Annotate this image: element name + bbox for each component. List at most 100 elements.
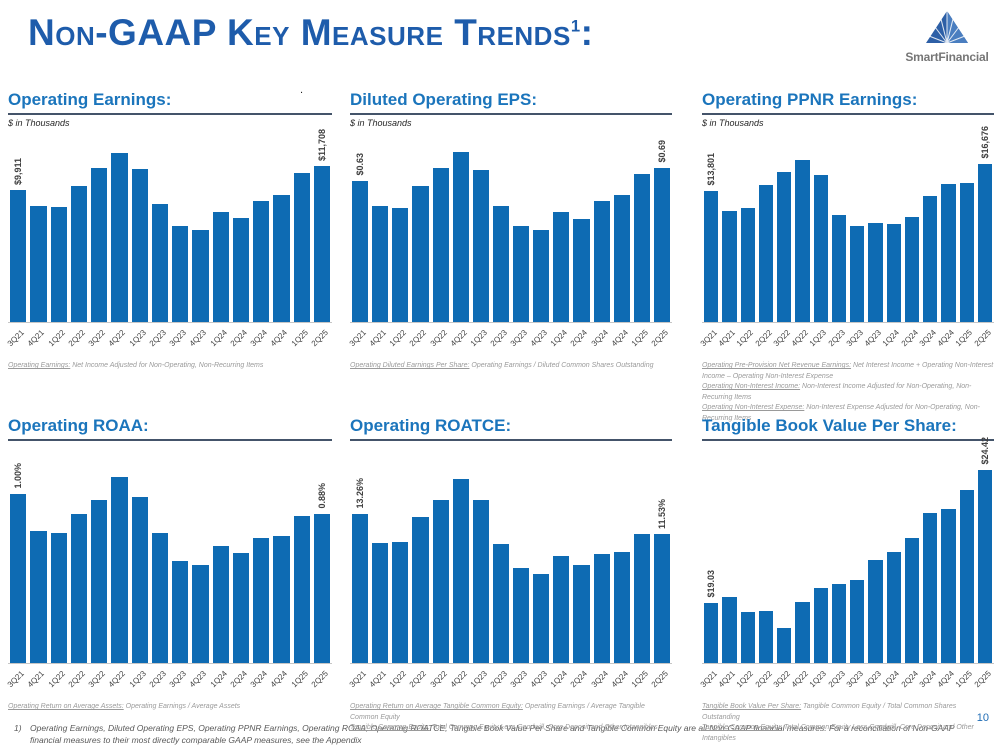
- x-axis-label: 2Q23: [147, 328, 168, 349]
- x-axis-label: 4Q23: [188, 669, 209, 690]
- bar-value-label: $0.63: [355, 153, 366, 176]
- bar: [472, 500, 489, 663]
- x-axis-label: 1Q23: [808, 669, 829, 690]
- x-tick: 1Q23: [808, 666, 828, 700]
- x-tick: 1Q25: [289, 325, 310, 359]
- page-number: 10: [976, 712, 989, 724]
- footnote-body: Operating Earnings / Diluted Common Shar…: [469, 362, 654, 369]
- bar: [111, 477, 128, 663]
- x-tick: 2Q24: [569, 325, 589, 359]
- x-axis-label: 4Q23: [528, 328, 550, 349]
- footnote-body: Non-Interest Income Adjusted for Non-Ope…: [702, 383, 972, 401]
- x-axis-label: 4Q22: [789, 669, 811, 690]
- x-axis-label: 3Q21: [698, 328, 719, 349]
- bar: [151, 533, 168, 663]
- bar: [192, 565, 209, 663]
- x-axis-labels: 3Q21 4Q21 1Q22 2Q22 3Q22 4Q22 1Q23 2Q23 3Q23 4Q23…: [699, 666, 994, 700]
- bar: [432, 500, 449, 663]
- chart-footnote: Operating Diluted Earnings Per Share: Op…: [350, 361, 672, 372]
- x-axis-label: 3Q24: [248, 669, 270, 690]
- bar-slot: 1.00%: [10, 453, 27, 663]
- bar-slot: [253, 453, 270, 663]
- bar-slot: [172, 453, 189, 663]
- x-axis-label: 1Q24: [208, 669, 229, 690]
- bar: [795, 160, 810, 322]
- chart-footnote: Operating Non-Interest Income: Non-Inter…: [702, 382, 994, 403]
- bar-slot: [831, 453, 846, 663]
- bar-slot: $24.42: [977, 437, 992, 663]
- bar-slot: [70, 132, 87, 322]
- bar-value-label: $19.03: [706, 570, 717, 598]
- bar-slot: [472, 132, 489, 322]
- x-axis-label: 3Q23: [508, 328, 530, 349]
- bar: [70, 186, 87, 322]
- bar: [633, 534, 650, 663]
- bar: [904, 217, 919, 322]
- bar: [977, 470, 992, 663]
- bar-slot: [91, 132, 108, 322]
- chart-footnote: Operating Non-Interest Expense: Non-Inte…: [702, 403, 994, 424]
- footnote-lead: Operating Return on Average Tangible Com…: [350, 703, 523, 710]
- bar: [492, 544, 509, 663]
- bar: [959, 183, 974, 322]
- x-axis-label: 3Q22: [428, 669, 449, 690]
- footnote-body: Operating Earnings / Average Assets: [123, 703, 241, 710]
- x-tick: 3Q24: [249, 325, 269, 359]
- x-axis-label: 4Q24: [609, 669, 630, 690]
- bar: [813, 588, 828, 663]
- chart-footnotes: Operating Diluted Earnings Per Share: Op…: [350, 361, 672, 372]
- x-axis-label: 3Q22: [428, 328, 449, 349]
- bar-slot: [868, 453, 883, 663]
- bar-slot: [553, 132, 570, 322]
- chart-title: Diluted Operating EPS:: [350, 90, 672, 115]
- x-tick: 3Q21: [348, 325, 368, 359]
- x-axis-label: 3Q23: [844, 328, 865, 349]
- x-tick: 1Q24: [881, 666, 901, 700]
- bar-slot: [492, 132, 509, 322]
- x-axis-label: 1Q23: [127, 328, 148, 349]
- bar-slot: [151, 453, 168, 663]
- x-axis-label: 3Q24: [917, 328, 938, 349]
- x-tick: 4Q21: [26, 666, 46, 700]
- bar-slot: [372, 132, 389, 322]
- x-axis-label: 4Q22: [448, 669, 469, 690]
- x-tick: 3Q24: [589, 666, 610, 700]
- x-tick: 4Q21: [26, 325, 46, 359]
- stray-dot-artifact: .: [300, 84, 304, 96]
- footnote-lead: Operating Non-Interest Income:: [702, 383, 801, 390]
- x-tick: 3Q23: [509, 325, 529, 359]
- x-tick: 3Q23: [509, 666, 529, 700]
- logo-pyramid-icon: [926, 11, 968, 44]
- x-tick: 1Q22: [388, 666, 408, 700]
- bar: [613, 195, 630, 322]
- page-title: Non-GAAP Key Measure Trends1:: [28, 12, 593, 54]
- x-axis-label: 2Q23: [147, 669, 168, 690]
- bar: [412, 186, 429, 322]
- x-axis-labels: 3Q21 4Q21 1Q22 2Q22 3Q22 4Q22 1Q23 2Q23 3Q23 4Q23…: [348, 666, 672, 700]
- chart-title: Operating ROAA:: [8, 416, 332, 441]
- bar: [886, 552, 901, 663]
- bar: [232, 218, 249, 322]
- bar-value-label: 11.53%: [656, 498, 667, 529]
- footnote-disclaimer: 1) Operating Earnings, Diluted Operating…: [14, 723, 966, 747]
- x-axis-label: 2Q22: [66, 669, 87, 690]
- bar: [192, 230, 209, 322]
- x-tick: 4Q24: [609, 666, 630, 700]
- x-axis-label: 1Q24: [549, 669, 570, 690]
- x-axis-label: 2Q25: [972, 669, 993, 690]
- bar: [722, 597, 737, 663]
- chart-footnote: Operating Pre-Provision Net Revenue Earn…: [702, 361, 994, 382]
- x-axis-label: 4Q21: [367, 328, 389, 349]
- bar-slot: [452, 453, 469, 663]
- bar: [795, 602, 810, 663]
- footnote-body: Non-Interest Expense Adjusted for Non-Op…: [702, 404, 980, 422]
- x-axis-label: 4Q24: [609, 328, 630, 349]
- bar-slot: $13,801: [704, 132, 719, 322]
- bar-slot: [492, 453, 509, 663]
- x-axis-label: 4Q24: [269, 669, 290, 690]
- x-tick: 4Q22: [107, 666, 127, 700]
- bar: [533, 574, 550, 663]
- bar: [131, 169, 148, 322]
- x-axis-label: 3Q22: [86, 669, 108, 690]
- x-tick: 4Q23: [188, 325, 208, 359]
